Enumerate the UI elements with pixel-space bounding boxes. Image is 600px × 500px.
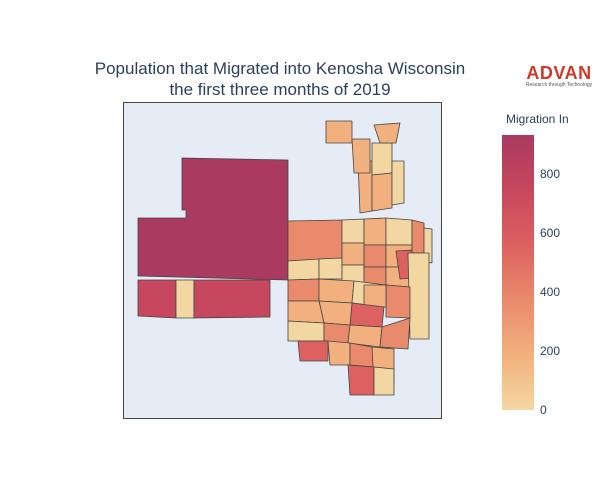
colorbar-fill bbox=[502, 135, 534, 410]
census-tract[interactable] bbox=[297, 340, 329, 362]
census-tract[interactable] bbox=[318, 257, 343, 280]
census-tract[interactable] bbox=[379, 317, 411, 350]
kenosha-choropleth-map[interactable] bbox=[124, 103, 441, 418]
census-tract[interactable] bbox=[175, 279, 195, 319]
census-tract[interactable] bbox=[349, 342, 375, 368]
census-tract[interactable] bbox=[349, 302, 385, 328]
colorbar-tick-200: 200 bbox=[540, 344, 561, 358]
advan-logo: ADVAN Research through Technology bbox=[524, 64, 594, 89]
census-tract[interactable] bbox=[287, 300, 325, 324]
census-tract[interactable] bbox=[193, 279, 271, 319]
census-tract[interactable] bbox=[341, 242, 365, 266]
logo-tagline: Research through Technology bbox=[525, 82, 593, 88]
colorbar-tick-600: 600 bbox=[540, 226, 561, 240]
colorbar-tick-800: 800 bbox=[540, 167, 561, 181]
legend-title: Migration In bbox=[506, 112, 569, 126]
census-tract[interactable] bbox=[318, 278, 355, 304]
census-tract[interactable] bbox=[287, 320, 325, 342]
census-tract[interactable] bbox=[371, 142, 393, 176]
census-tract[interactable] bbox=[347, 364, 375, 396]
census-tract[interactable] bbox=[391, 160, 405, 206]
census-tract[interactable] bbox=[137, 279, 177, 319]
census-tract[interactable] bbox=[407, 252, 430, 340]
colorbar bbox=[502, 135, 534, 410]
census-tract[interactable] bbox=[287, 278, 320, 302]
census-tract[interactable] bbox=[287, 219, 343, 262]
census-tract[interactable] bbox=[363, 244, 387, 268]
census-tract[interactable] bbox=[371, 172, 393, 212]
title-line-2: the first three months of 2019 bbox=[169, 80, 391, 99]
census-tract[interactable] bbox=[411, 219, 425, 254]
census-tract[interactable] bbox=[385, 284, 411, 319]
census-tract[interactable] bbox=[137, 157, 289, 281]
census-tract[interactable] bbox=[351, 138, 371, 174]
title-line-1: Population that Migrated into Kenosha Wi… bbox=[94, 59, 466, 78]
census-tract[interactable] bbox=[373, 366, 395, 396]
census-tract[interactable] bbox=[373, 122, 401, 144]
census-tract[interactable] bbox=[287, 258, 320, 281]
census-tract[interactable] bbox=[363, 217, 387, 246]
census-tract[interactable] bbox=[385, 217, 413, 246]
census-tract[interactable] bbox=[341, 218, 365, 244]
census-tract[interactable] bbox=[325, 120, 353, 144]
logo-word: ADVAN bbox=[526, 63, 592, 83]
chart-title: Population that Migrated into Kenosha Wi… bbox=[40, 58, 520, 100]
census-tract[interactable] bbox=[327, 340, 351, 366]
census-tract[interactable] bbox=[323, 322, 351, 344]
colorbar-tick-0: 0 bbox=[540, 403, 547, 417]
colorbar-tick-400: 400 bbox=[540, 285, 561, 299]
census-tract[interactable] bbox=[363, 284, 387, 308]
map-frame[interactable] bbox=[123, 102, 442, 419]
